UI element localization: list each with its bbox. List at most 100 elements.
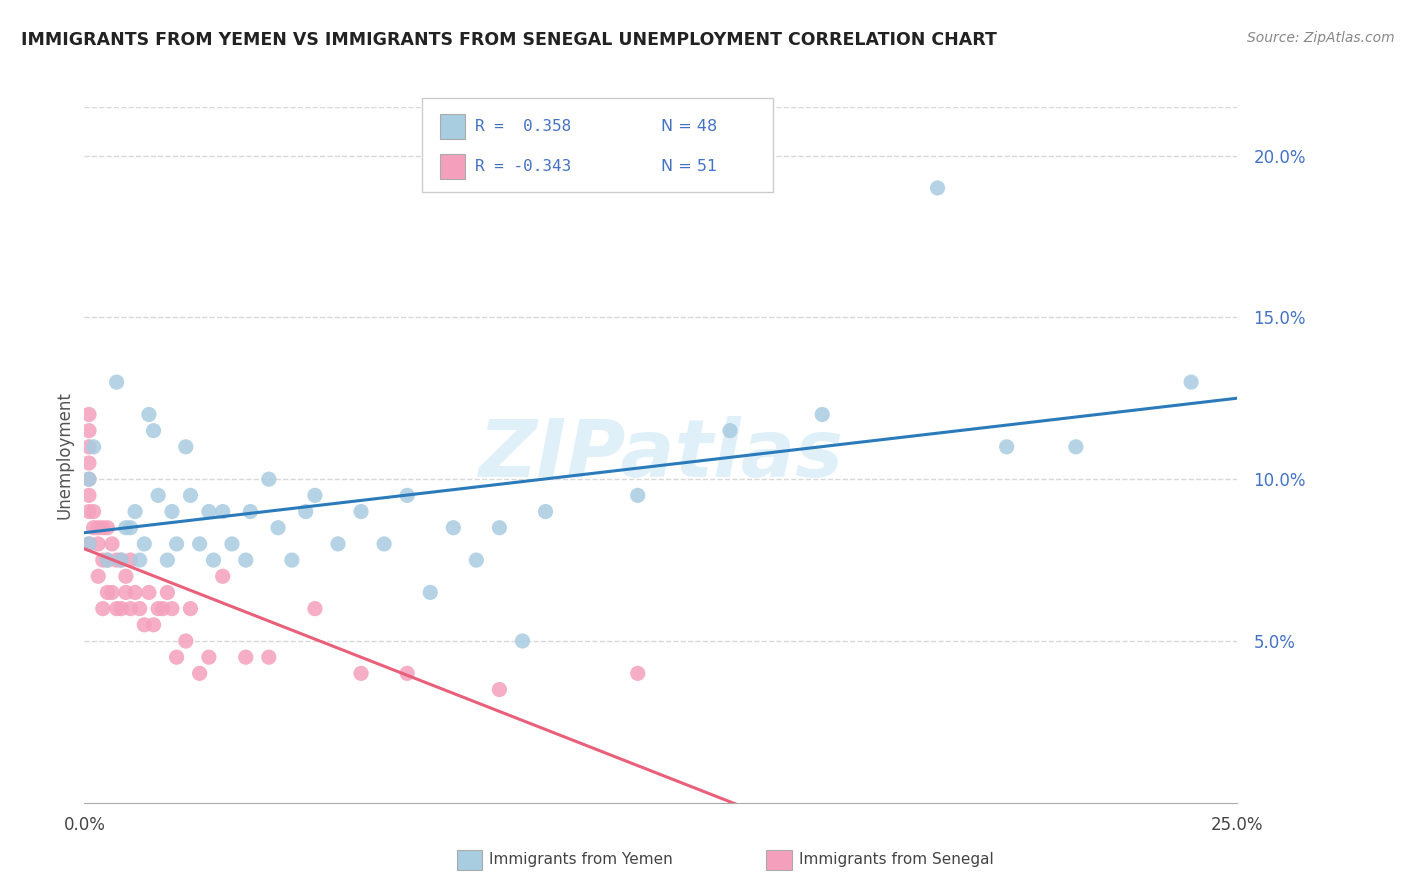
Point: [627, 488, 650, 502]
Point: [166, 537, 188, 551]
Point: [211, 504, 233, 518]
Point: [146, 488, 169, 502]
Point: [304, 601, 326, 615]
Text: R =  0.358: R = 0.358: [475, 119, 571, 134]
Point: [235, 650, 257, 665]
Point: [105, 553, 128, 567]
Point: [120, 521, 142, 535]
Point: [83, 440, 105, 454]
Text: IMMIGRANTS FROM YEMEN VS IMMIGRANTS FROM SENEGAL UNEMPLOYMENT CORRELATION CHART: IMMIGRANTS FROM YEMEN VS IMMIGRANTS FROM…: [21, 31, 997, 49]
Point: [174, 440, 197, 454]
Point: [87, 537, 110, 551]
Point: [146, 601, 169, 615]
Point: [235, 553, 257, 567]
Point: [120, 553, 142, 567]
Point: [138, 585, 160, 599]
Point: [221, 537, 243, 551]
Point: [77, 504, 100, 518]
Point: [120, 601, 142, 615]
Point: [134, 617, 156, 632]
Point: [373, 537, 395, 551]
Point: [96, 521, 118, 535]
Point: [488, 521, 510, 535]
Point: [198, 504, 221, 518]
Point: [110, 601, 132, 615]
Point: [512, 634, 534, 648]
Point: [257, 472, 280, 486]
Point: [294, 504, 316, 518]
Text: Immigrants from Senegal: Immigrants from Senegal: [799, 853, 994, 867]
Point: [257, 650, 280, 665]
Point: [304, 488, 326, 502]
Point: [77, 472, 100, 486]
Point: [156, 585, 179, 599]
Point: [124, 504, 146, 518]
Point: [142, 617, 165, 632]
Point: [927, 181, 949, 195]
Point: [166, 650, 188, 665]
Point: [134, 537, 156, 551]
Point: [77, 408, 100, 422]
Point: [156, 553, 179, 567]
Point: [160, 504, 183, 518]
Point: [396, 666, 419, 681]
Point: [142, 424, 165, 438]
Point: [627, 666, 650, 681]
Point: [77, 537, 100, 551]
Point: [441, 521, 464, 535]
Point: [326, 537, 349, 551]
Text: R = -0.343: R = -0.343: [475, 159, 571, 174]
Point: [87, 521, 110, 535]
Point: [198, 650, 221, 665]
Text: Immigrants from Yemen: Immigrants from Yemen: [489, 853, 673, 867]
Point: [77, 472, 100, 486]
Point: [77, 440, 100, 454]
Point: [211, 569, 233, 583]
Point: [179, 601, 201, 615]
Point: [160, 601, 183, 615]
Point: [267, 521, 290, 535]
Point: [105, 375, 128, 389]
Point: [77, 424, 100, 438]
Text: N = 51: N = 51: [661, 159, 717, 174]
Point: [115, 585, 138, 599]
Point: [488, 682, 510, 697]
Point: [350, 504, 373, 518]
Point: [1064, 440, 1087, 454]
Text: N = 48: N = 48: [661, 119, 717, 134]
Point: [77, 456, 100, 470]
Point: [396, 488, 419, 502]
Point: [995, 440, 1018, 454]
Point: [128, 553, 150, 567]
Point: [87, 569, 110, 583]
Point: [281, 553, 304, 567]
Point: [91, 521, 114, 535]
Point: [718, 424, 741, 438]
Text: Source: ZipAtlas.com: Source: ZipAtlas.com: [1247, 31, 1395, 45]
Point: [110, 553, 132, 567]
Point: [534, 504, 557, 518]
Point: [91, 601, 114, 615]
Point: [174, 634, 197, 648]
Point: [419, 585, 441, 599]
Point: [1180, 375, 1202, 389]
Point: [128, 601, 150, 615]
Point: [152, 601, 174, 615]
Point: [188, 666, 211, 681]
Y-axis label: Unemployment: Unemployment: [55, 391, 73, 519]
Point: [350, 666, 373, 681]
Point: [202, 553, 225, 567]
Point: [179, 488, 201, 502]
Point: [239, 504, 262, 518]
Point: [77, 488, 100, 502]
Point: [101, 537, 124, 551]
Point: [91, 553, 114, 567]
Point: [105, 601, 128, 615]
Point: [96, 553, 118, 567]
Point: [115, 569, 138, 583]
Text: ZIPatlas: ZIPatlas: [478, 416, 844, 494]
Point: [115, 521, 138, 535]
Point: [101, 585, 124, 599]
Point: [465, 553, 488, 567]
Point: [811, 408, 834, 422]
